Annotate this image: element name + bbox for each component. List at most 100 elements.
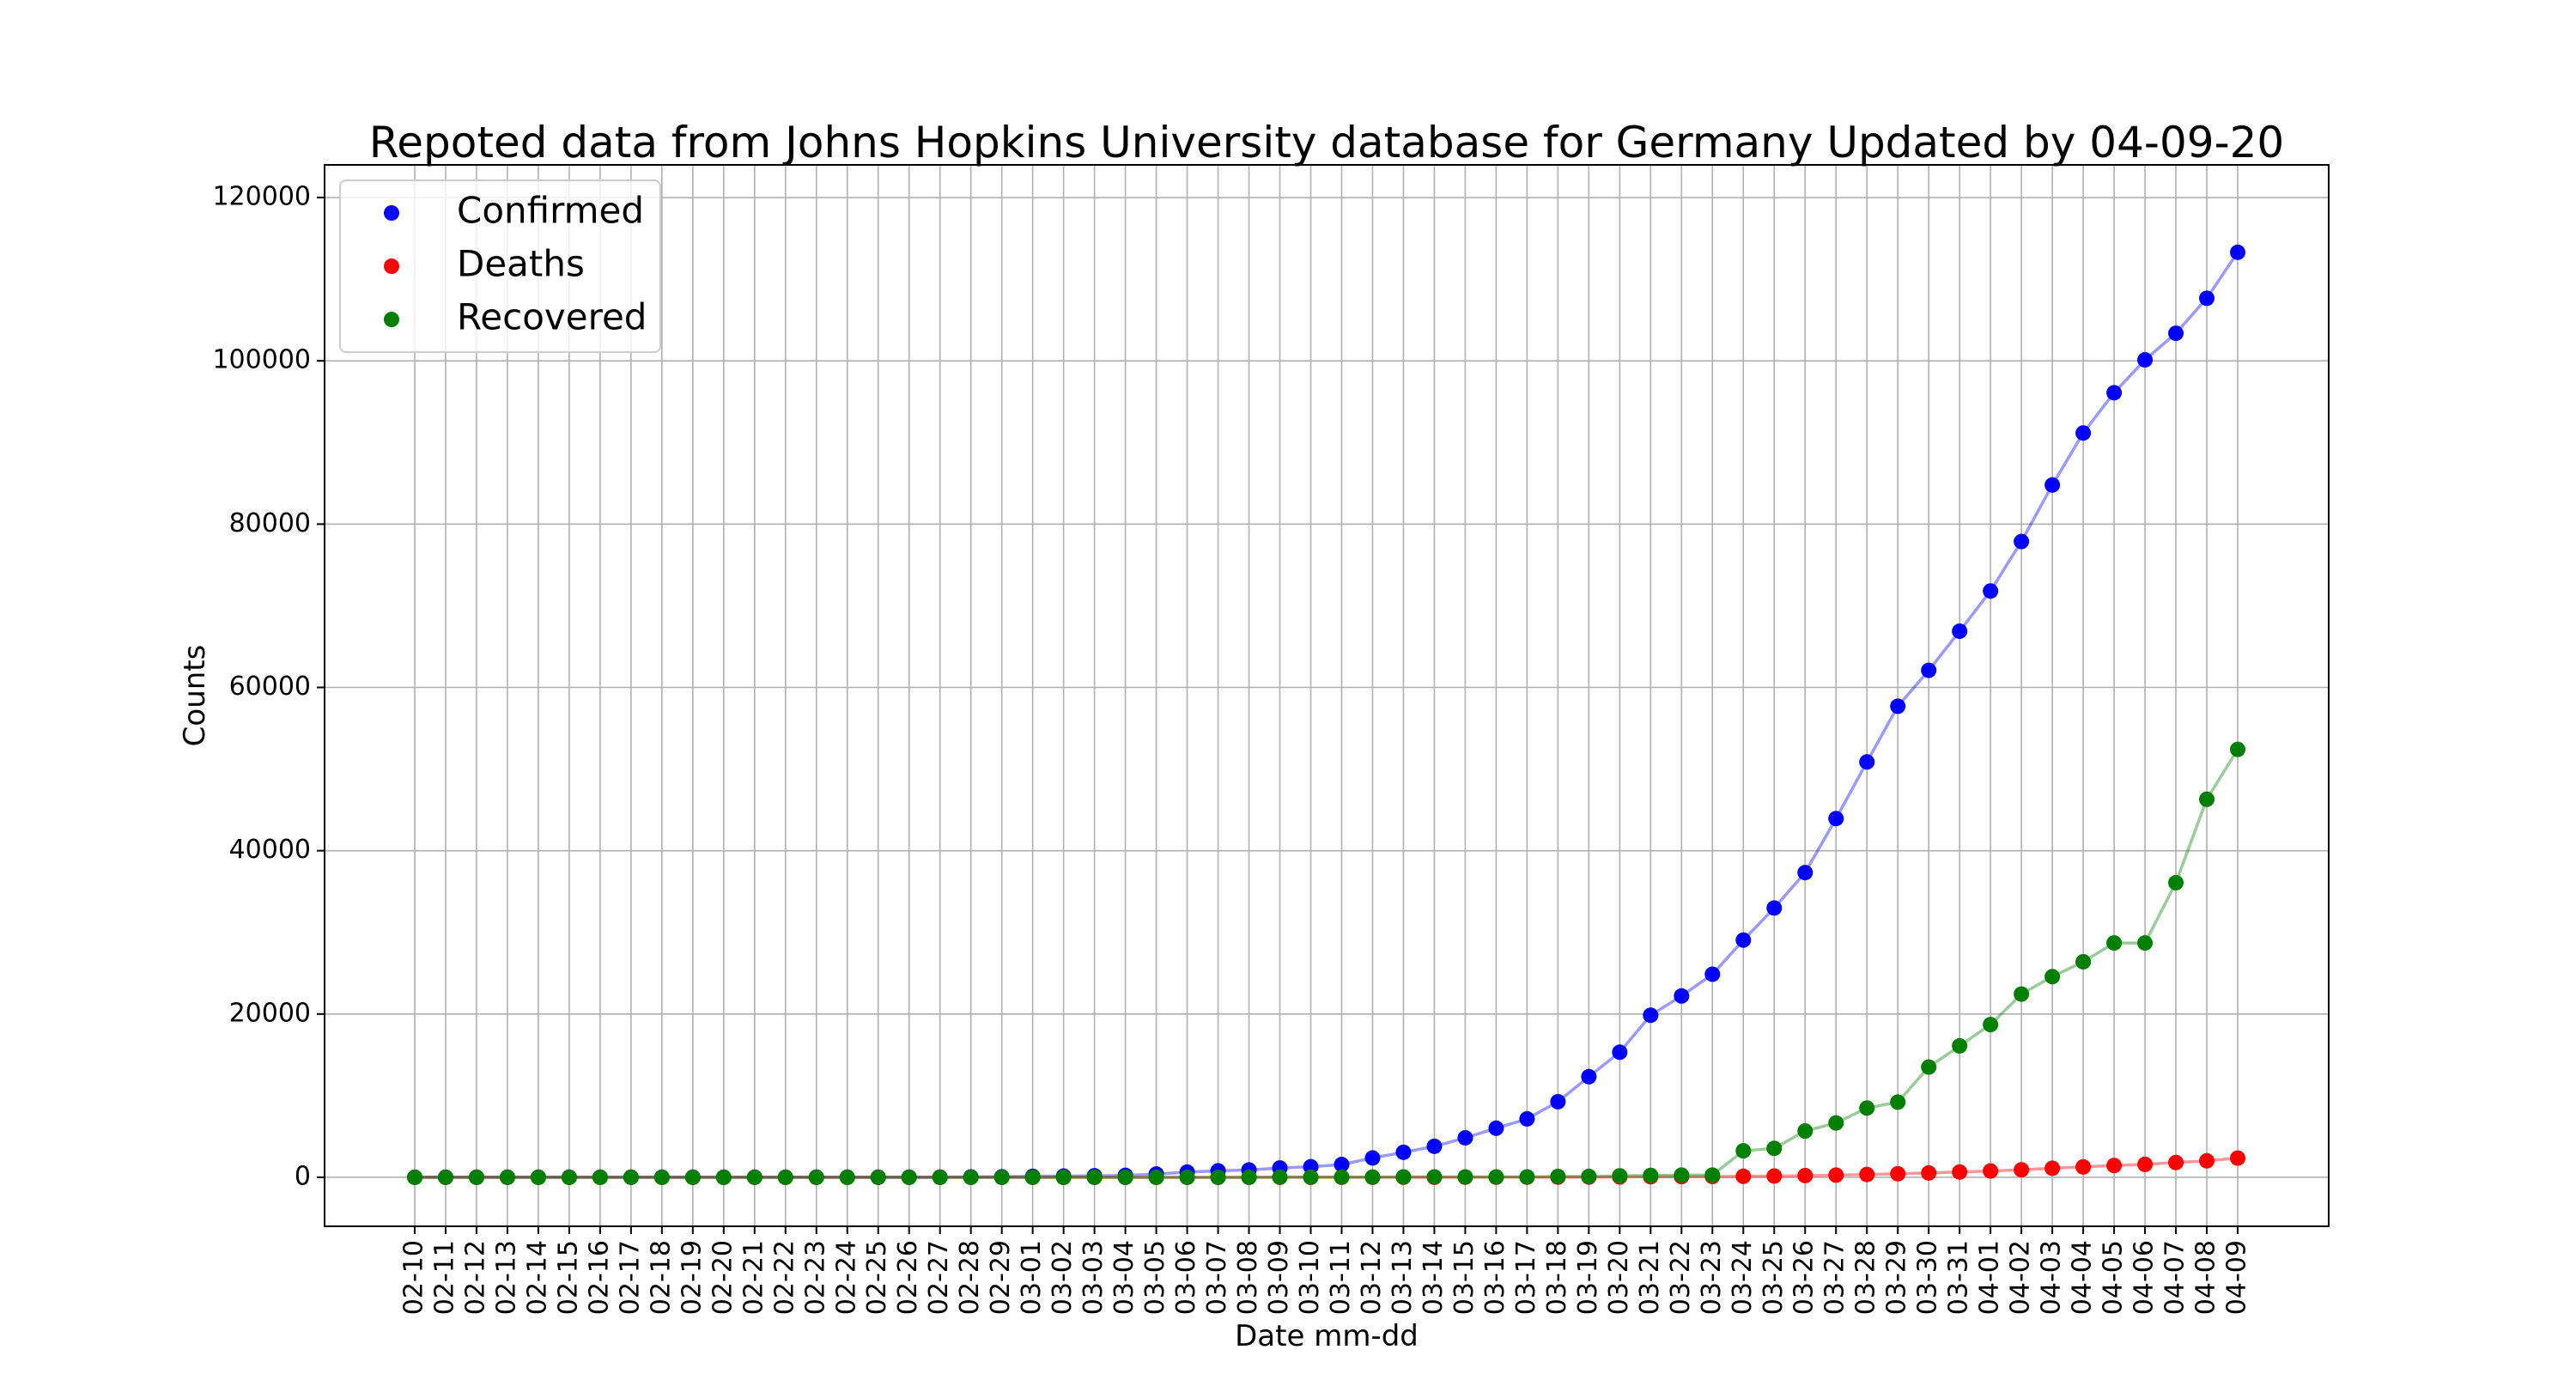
confirmed-point [2106, 385, 2123, 401]
confirmed-point [2014, 533, 2030, 550]
axis-layer: 02-10 02-11 02-12 02-13 02-14 02-15 02-16 02-17… [212, 182, 2251, 1316]
x-tick-label: 02-22 [769, 1240, 799, 1315]
recovered-point [1457, 1169, 1473, 1185]
x-tick-label: 02-26 [893, 1240, 923, 1315]
x-tick-label: 03-03 [1078, 1240, 1109, 1315]
recovered-point [1797, 1123, 1814, 1140]
recovered-point [2137, 935, 2154, 951]
recovered-point [1364, 1169, 1381, 1185]
confirmed-point [2168, 325, 2184, 342]
recovered-point [1488, 1169, 1504, 1185]
recovered-point [1674, 1167, 1690, 1183]
recovered-point [2106, 935, 2123, 951]
chart-title: Repoted data from Johns Hopkins Universi… [369, 118, 2284, 167]
recovered-point [623, 1169, 639, 1185]
x-tick-label: 03-30 [1913, 1240, 1943, 1315]
recovered-point [1210, 1169, 1226, 1185]
recovered-point [808, 1169, 824, 1185]
confirmed-point [1859, 754, 1875, 770]
confirmed-point [2075, 425, 2092, 441]
confirmed-point [1364, 1150, 1381, 1166]
recovered-point [1735, 1143, 1752, 1159]
confirmed-point [1395, 1144, 1412, 1160]
confirmed-point [2199, 290, 2215, 307]
confirmed-point [1426, 1138, 1443, 1154]
confirmed-point [1550, 1093, 1566, 1110]
recovered-point [1395, 1169, 1412, 1185]
x-tick-label: 02-11 [429, 1240, 459, 1315]
confirmed-point [1921, 662, 1937, 678]
confirmed-point [1983, 583, 1999, 599]
x-tick-label: 03-01 [1017, 1240, 1047, 1315]
deaths-point [1828, 1167, 1844, 1183]
recovered-point [2075, 953, 2092, 970]
deaths-point [1952, 1164, 1968, 1180]
confirmed-point [1704, 966, 1721, 982]
x-tick-label: 03-06 [1171, 1240, 1201, 1315]
legend-label-confirmed: Confirmed [457, 190, 644, 232]
x-tick-label: 03-10 [1295, 1240, 1325, 1315]
recovered-point [2199, 791, 2215, 807]
x-tick-label: 02-17 [615, 1240, 645, 1315]
x-tick-label: 03-27 [1820, 1240, 1850, 1315]
confirmed-point [1457, 1129, 1473, 1146]
x-tick-label: 02-23 [800, 1240, 830, 1315]
deaths-point [2230, 1150, 2245, 1166]
deaths-point [2075, 1158, 2092, 1175]
x-tick-label: 03-24 [1728, 1240, 1758, 1315]
deaths-point [2199, 1152, 2215, 1169]
deaths-point [1797, 1167, 1814, 1183]
x-axis-label: Date mm-dd [1235, 1319, 1419, 1353]
recovered-point [1148, 1169, 1164, 1185]
recovered-point [468, 1169, 484, 1185]
recovered-point [407, 1169, 422, 1185]
recovered-point [1117, 1169, 1133, 1185]
x-tick-label: 03-31 [1944, 1240, 1974, 1315]
x-tick-label: 02-13 [491, 1240, 521, 1315]
recovered-point [1983, 1017, 1999, 1033]
x-tick-label: 04-03 [2037, 1240, 2067, 1315]
x-tick-label: 03-12 [1357, 1240, 1387, 1315]
x-tick-label: 03-08 [1233, 1240, 1263, 1315]
recovered-point [901, 1169, 917, 1185]
recovered-point [932, 1169, 948, 1185]
x-tick-label: 02-12 [460, 1240, 490, 1315]
confirmed-point [1735, 932, 1752, 948]
recovered-point [530, 1169, 546, 1185]
x-tick-label: 03-15 [1449, 1240, 1479, 1315]
legend-label-recovered: Recovered [457, 296, 647, 338]
confirmed-point [1643, 1007, 1659, 1024]
recovered-point [653, 1169, 670, 1185]
x-tick-label: 03-02 [1048, 1240, 1078, 1315]
x-tick-label: 02-20 [708, 1240, 738, 1315]
recovered-point [1550, 1168, 1566, 1184]
legend: Confirmed Deaths Recovered [339, 179, 661, 353]
y-tick-label: 120000 [212, 182, 311, 212]
recovered-point [870, 1169, 886, 1185]
legend-marker-confirmed [384, 205, 399, 221]
x-tick-label: 02-19 [677, 1240, 707, 1315]
x-tick-label: 02-24 [831, 1240, 861, 1315]
x-tick-label: 04-02 [2006, 1240, 2036, 1315]
confirmed-point [1612, 1044, 1628, 1061]
x-tick-label: 03-11 [1326, 1240, 1356, 1315]
deaths-point [2014, 1162, 2030, 1178]
y-axis-label: Counts [178, 645, 212, 747]
recovered-point [1704, 1167, 1721, 1183]
recovered-point [715, 1169, 732, 1185]
x-tick-label: 02-14 [522, 1240, 552, 1315]
x-tick-label: 03-28 [1851, 1240, 1881, 1315]
confirmed-point [1519, 1110, 1535, 1127]
x-tick-label: 02-21 [738, 1240, 769, 1315]
x-tick-label: 04-07 [2160, 1240, 2190, 1315]
x-tick-label: 03-09 [1264, 1240, 1294, 1315]
confirmed-point [1766, 900, 1783, 916]
recovered-point [2168, 874, 2184, 891]
deaths-point [2137, 1156, 2154, 1172]
confirmed-point [1488, 1120, 1504, 1136]
x-tick-label: 04-01 [1975, 1240, 2005, 1315]
deaths-point [1766, 1168, 1783, 1184]
x-tick-label: 04-08 [2191, 1240, 2221, 1315]
